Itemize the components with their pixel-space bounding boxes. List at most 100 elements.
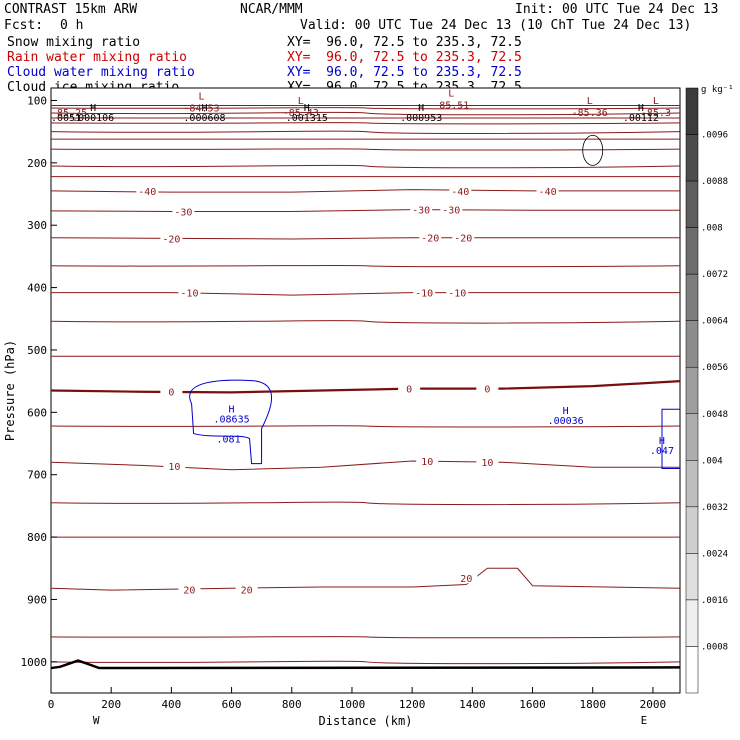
cloud-water-value: .08635 bbox=[214, 415, 250, 426]
x-tick-label: 400 bbox=[161, 698, 181, 711]
snow-high-value: .000953 bbox=[400, 113, 442, 124]
colorbar-segment bbox=[685, 320, 699, 368]
snow-high-value: .00112 bbox=[623, 113, 659, 124]
snow-high-value: .001315 bbox=[286, 113, 328, 124]
contour-label: -10 bbox=[180, 289, 198, 300]
colorbar-segment bbox=[685, 553, 699, 601]
contour-label: -30 bbox=[412, 206, 430, 217]
colorbar-label: .0032 bbox=[701, 503, 728, 513]
colorbar-segment bbox=[685, 366, 699, 415]
cloud-water-contour bbox=[189, 379, 272, 465]
colorbar-label: .0064 bbox=[701, 317, 728, 327]
x-tick-label: 0 bbox=[48, 698, 55, 711]
contour-label-bg bbox=[163, 459, 186, 471]
x-tick-label: 1600 bbox=[519, 698, 546, 711]
colorbar-label: .0048 bbox=[701, 410, 728, 420]
isotherm-line bbox=[50, 501, 681, 506]
colorbar-segment bbox=[685, 134, 699, 182]
contour-label-bg bbox=[455, 572, 478, 584]
snow-high-value: .000106 bbox=[72, 113, 114, 124]
contour-label-bg bbox=[440, 203, 463, 215]
x-tick-label: 1400 bbox=[459, 698, 486, 711]
contour-label: 0 bbox=[168, 388, 174, 399]
colorbar-segment bbox=[685, 460, 699, 508]
y-tick-label: 300 bbox=[27, 219, 47, 232]
colorbar-label: .0024 bbox=[701, 549, 728, 559]
contour-label: 20 bbox=[460, 574, 472, 585]
contour-label-bg bbox=[449, 184, 472, 196]
contour-label: 10 bbox=[421, 457, 433, 468]
contour-label-bg bbox=[536, 184, 559, 196]
low-value: -85.43 bbox=[283, 108, 319, 119]
contour-label-bg bbox=[419, 231, 442, 243]
contour-label: 10 bbox=[168, 462, 180, 473]
isotherm-line bbox=[50, 264, 681, 268]
contour-label-bg bbox=[178, 583, 201, 595]
contour-label-bg bbox=[178, 286, 201, 298]
snow-high-value: .0051 bbox=[51, 113, 81, 124]
cloud-water-contour bbox=[661, 408, 680, 469]
contour-label: -20 bbox=[421, 234, 439, 245]
contour-label-bg bbox=[476, 382, 499, 394]
terrain-line bbox=[50, 659, 681, 670]
low-value: -84.53 bbox=[183, 104, 219, 115]
isotherm-line bbox=[50, 148, 681, 151]
x-tick-label: 600 bbox=[222, 698, 242, 711]
contour-label-bg bbox=[160, 385, 183, 397]
fcst-value: 0 h bbox=[60, 18, 84, 33]
temperature-contour bbox=[50, 237, 680, 240]
contour-label: -30 bbox=[442, 206, 460, 217]
org-label: NCAR/MMM bbox=[240, 2, 303, 17]
contour-label: -10 bbox=[415, 289, 433, 300]
temperature-contour bbox=[50, 460, 680, 471]
y-tick-label: 700 bbox=[27, 469, 47, 482]
valid-time: Valid: 00 UTC Tue 24 Dec 13 (10 ChT Tue … bbox=[300, 18, 692, 33]
colorbar-segment bbox=[685, 227, 699, 275]
colorbar-label: .0072 bbox=[701, 270, 728, 280]
field-xy-cloud-water: XY= 96.0, 72.5 to 235.3, 72.5 bbox=[287, 65, 522, 80]
init-time: Init: 00 UTC Tue 24 Dec 13 bbox=[515, 2, 719, 17]
isotherm-line bbox=[50, 425, 681, 428]
cloud-water-high-marker: H bbox=[563, 406, 569, 417]
y-tick-label: 500 bbox=[27, 344, 47, 357]
y-tick-label: 800 bbox=[27, 531, 47, 544]
colorbar-segment bbox=[685, 506, 699, 554]
contour-label: 10 bbox=[481, 458, 493, 469]
contour-label: 0 bbox=[484, 385, 490, 396]
field-xy-rain: XY= 96.0, 72.5 to 235.3, 72.5 bbox=[287, 50, 522, 65]
x-tick-label: 200 bbox=[101, 698, 121, 711]
low-value: -85.3 bbox=[641, 108, 671, 119]
cloud-ice-contour bbox=[582, 134, 604, 166]
cloud-water-value: .081 bbox=[217, 435, 241, 446]
low-value: -85.51 bbox=[433, 100, 469, 111]
colorbar-label: .0088 bbox=[701, 177, 728, 187]
contour-label: 0 bbox=[406, 385, 412, 396]
snow-high-marker: H bbox=[418, 103, 424, 114]
contour-label-bg bbox=[452, 231, 475, 243]
isotherm-line bbox=[50, 107, 681, 110]
colorbar-segment bbox=[685, 413, 699, 461]
x-tick-label: 1000 bbox=[339, 698, 366, 711]
isotherm-line bbox=[50, 164, 681, 169]
field-name-rain: Rain water mixing ratio bbox=[7, 50, 188, 65]
contour-label-bg bbox=[235, 583, 258, 595]
low-marker: L bbox=[448, 88, 454, 99]
east-label: E bbox=[641, 714, 648, 727]
colorbar-label: .0016 bbox=[701, 596, 728, 606]
colorbar-label: .004 bbox=[701, 456, 723, 466]
contour-label-bg bbox=[172, 205, 195, 217]
x-axis-title: Distance (km) bbox=[319, 714, 413, 728]
colorbar-label: .008 bbox=[701, 224, 723, 234]
colorbar-segment bbox=[685, 599, 699, 647]
low-marker: L bbox=[653, 96, 659, 107]
isotherm-line bbox=[50, 636, 681, 639]
cloud-water-high-marker: H bbox=[659, 436, 665, 447]
temperature-contour bbox=[51, 292, 680, 296]
isotherm-line bbox=[50, 130, 681, 134]
y-tick-label: 400 bbox=[27, 282, 47, 295]
colorbar-label: .0056 bbox=[701, 363, 728, 373]
y-tick-label: 900 bbox=[27, 593, 47, 606]
contour-label: -20 bbox=[162, 234, 180, 245]
cloud-water-value: .00036 bbox=[548, 416, 584, 427]
